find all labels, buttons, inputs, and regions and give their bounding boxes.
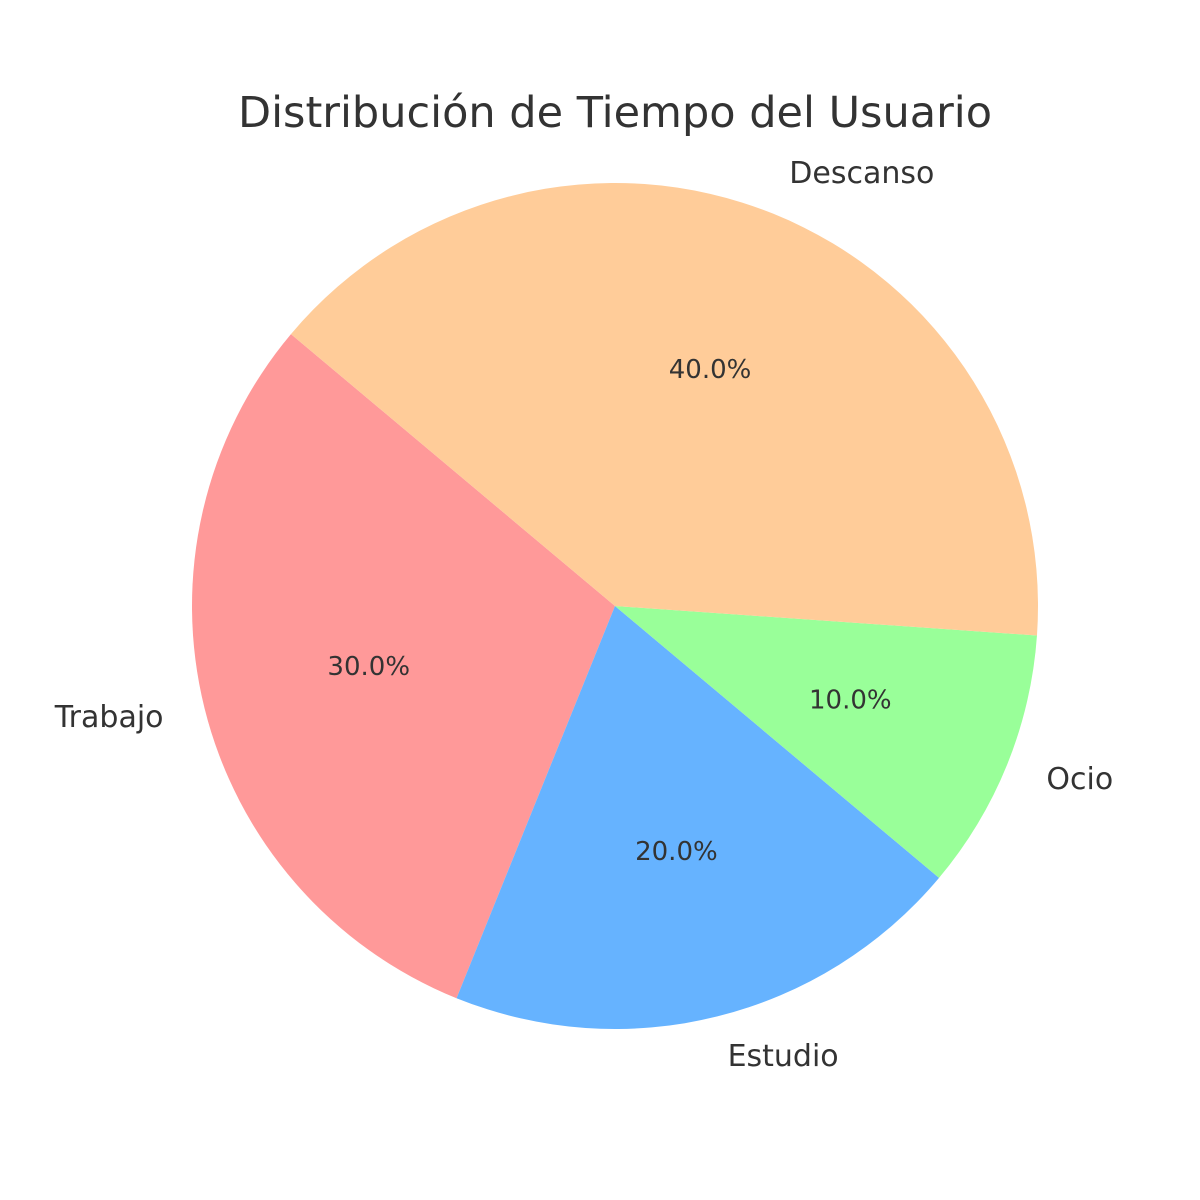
chart-title: Distribución de Tiempo del Usuario bbox=[238, 88, 992, 138]
slice-percent-descanso: 40.0% bbox=[669, 355, 752, 385]
slice-label-estudio: Estudio bbox=[728, 1039, 839, 1074]
pie-slice-descanso bbox=[290, 182, 1038, 636]
slice-percent-trabajo: 30.0% bbox=[327, 652, 410, 682]
pie-labels: Trabajo 30.0% Estudio 20.0% Ocio 10.0% Descans… bbox=[54, 156, 1113, 1074]
slice-percent-ocio: 10.0% bbox=[809, 686, 892, 716]
pie-slices bbox=[191, 182, 1038, 1029]
slice-label-descanso: Descanso bbox=[789, 156, 934, 191]
pie-slice-estudio bbox=[456, 606, 940, 1029]
pie-slice-trabajo bbox=[191, 334, 615, 999]
pie-slice-ocio bbox=[615, 606, 1037, 878]
slice-label-trabajo: Trabajo bbox=[54, 700, 164, 735]
slice-percent-estudio: 20.0% bbox=[635, 837, 718, 867]
slice-label-ocio: Ocio bbox=[1046, 762, 1113, 797]
